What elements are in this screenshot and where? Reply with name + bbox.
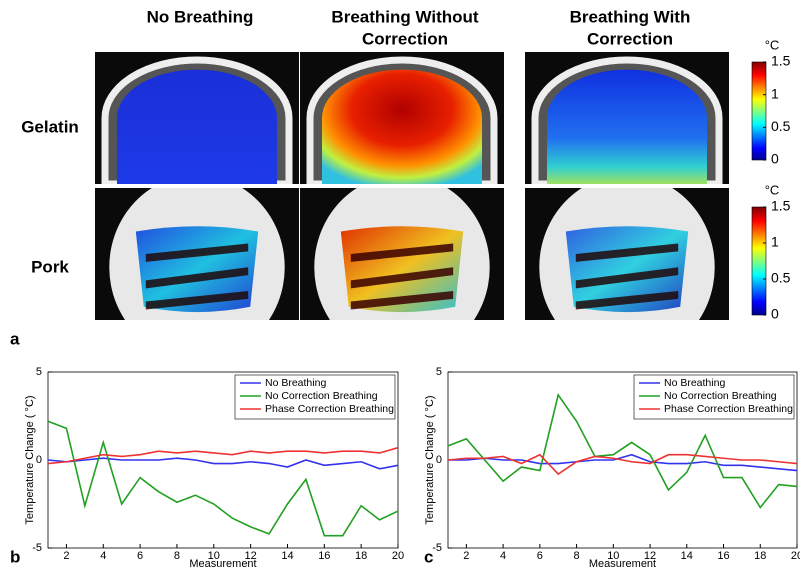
x-tick-label: 12 [644,550,656,562]
tissue-stripe [145,267,249,289]
x-tick-label: 16 [318,550,330,562]
legend-box [633,374,795,420]
x-tick-label: 20 [791,550,800,562]
x-tick-label: 16 [717,550,729,562]
series-line [448,453,798,472]
phantom-map [547,69,707,184]
x-tick-label: 10 [208,550,220,562]
mr-image [95,188,299,320]
tissue-stripe [575,267,679,289]
colorbar-tick-label: 0.5 [771,270,791,286]
x-tick-label: 6 [137,550,143,562]
column-title: Correction [362,29,448,48]
y-tick-label: 0 [36,454,42,466]
tissue-stripe [145,243,249,262]
panel-letter: a [10,329,20,348]
mr-image [525,188,729,320]
panel-letter: c [424,547,433,566]
x-tick-label: 18 [355,550,367,562]
colorbar-tick-label: 1 [771,234,779,250]
legend-label: No Breathing [664,377,725,389]
colorbar-tick-label: 1 [771,85,779,101]
legend-box [234,374,396,420]
y-tick-label: -5 [432,542,442,554]
row-label: Pork [31,257,69,276]
tissue-stripe [575,243,679,262]
column-title: Breathing With [570,7,691,26]
colorbar-unit: °C [765,37,780,52]
y-axis-label: Temperature Change ( °C) [424,395,436,524]
legend-label: No Correction Breathing [265,390,378,402]
x-tick-label: 14 [281,550,293,562]
phantom-map [117,69,277,184]
panel-letter: b [10,547,20,566]
colorbar [751,206,767,316]
legend-label: No Correction Breathing [664,390,777,402]
y-tick-label: -5 [32,542,42,554]
x-tick-label: 6 [537,550,543,562]
legend-label: Phase Correction Breathing [664,403,793,415]
legend-label: No Breathing [265,377,326,389]
legend-label: Phase Correction Breathing [265,403,394,415]
x-axis-label: Measurement [189,558,256,568]
y-axis-label: Temperature Change ( °C) [24,395,36,524]
tissue-stripe [350,290,454,310]
colorbar-tick-label: 0 [771,151,779,167]
x-tick-label: 18 [754,550,766,562]
x-tick-label: 2 [63,550,69,562]
x-tick-label: 14 [681,550,693,562]
colorbar [751,61,767,161]
tissue-stripe [575,290,679,310]
column-title: No Breathing [147,7,254,26]
mr-image [95,52,299,184]
mr-image [525,52,729,184]
colorbar-tick-label: 1.5 [771,53,791,69]
images [95,52,729,320]
row-label: Gelatin [21,117,79,136]
phantom-map [322,69,482,184]
tissue-stripe [145,290,249,310]
y-tick-label: 5 [36,366,42,378]
x-tick-label: 8 [174,550,180,562]
series-line [47,446,399,465]
colorbar-tick-label: 1.5 [771,198,791,214]
column-title: Breathing Without [331,7,478,26]
x-tick-label: 10 [607,550,619,562]
colorbar-tick-label: 0.5 [771,118,791,134]
x-tick-label: 4 [500,550,506,562]
series-line [447,392,798,509]
y-tick-label: 5 [436,366,442,378]
x-axis-label: Measurement [589,558,656,568]
series-line [447,453,798,476]
mr-image [300,52,504,184]
series-line [47,457,399,470]
x-tick-label: 2 [463,550,469,562]
series-line [47,420,399,537]
colorbar-unit: °C [765,182,780,197]
tissue-stripe [350,267,454,289]
column-title: Correction [587,29,673,48]
mr-image [300,188,504,320]
colorbar-tick-label: 0 [771,306,779,322]
x-tick-label: 4 [100,550,106,562]
y-tick-label: 0 [436,454,442,466]
x-tick-label: 12 [245,550,257,562]
x-tick-label: 8 [574,550,580,562]
x-tick-label: 20 [392,550,404,562]
tissue-stripe [350,243,454,262]
